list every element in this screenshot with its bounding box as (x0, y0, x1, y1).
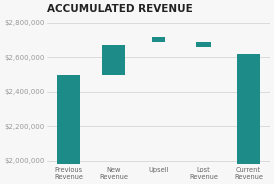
Bar (237, 54, 260, 184)
Bar (102, 45, 125, 75)
Text: ACCUMULATED REVENUE: ACCUMULATED REVENUE (47, 4, 193, 14)
Bar (58, 75, 80, 184)
Bar (196, 42, 212, 47)
Bar (152, 37, 165, 42)
